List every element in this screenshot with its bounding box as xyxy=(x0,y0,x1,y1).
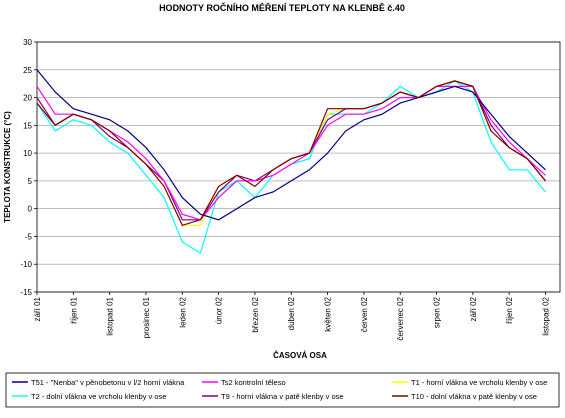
y-tick-label: 30 xyxy=(23,38,32,47)
x-tick-label: září 01 xyxy=(33,296,42,321)
y-axis-label: TEPLOTA KONSTRUKCE (°C) xyxy=(3,111,12,223)
y-tick-label: 10 xyxy=(23,149,32,158)
legend-label: T10 - dolní vlákna v patě klenby v ose xyxy=(411,392,537,401)
x-tick-label: březen 02 xyxy=(251,296,260,332)
x-tick-label: duben 02 xyxy=(287,296,296,330)
x-tick-label: říjen 01 xyxy=(69,296,78,323)
legend-label: T51 - "Nenba" v pěnobetonu v l/2 horní v… xyxy=(31,378,185,387)
x-tick-label: srpen 02 xyxy=(433,296,442,328)
plot-border xyxy=(36,41,561,293)
series-line xyxy=(36,85,546,221)
legend-label: T1 - horní vlákna ve vrcholu klenby v os… xyxy=(411,378,547,387)
x-tick-label: únor 02 xyxy=(215,296,224,324)
y-tick-label: -5 xyxy=(25,232,33,241)
x-tick-label: leden 02 xyxy=(178,296,187,327)
y-tick-label: 0 xyxy=(28,205,33,214)
y-tick-label: 5 xyxy=(28,177,33,186)
legend-label: T2 - dolní vlákna ve vrcholu klenby v os… xyxy=(31,392,166,401)
x-axis-label: ČASOVÁ OSA xyxy=(273,351,327,360)
legend-label: T9 - horní vlákna v patě klenby v ose xyxy=(221,392,344,401)
chart-title: HODNOTY ROČNÍHO MĚŘENÍ TEPLOTY NA KLENBĚ… xyxy=(159,2,405,13)
x-tick-label: říjen 02 xyxy=(505,296,514,323)
x-tick-label: červenec 02 xyxy=(396,296,405,340)
series-line xyxy=(36,80,546,227)
y-tick-label: -15 xyxy=(20,288,32,297)
x-tick-label: listopad 01 xyxy=(106,296,115,335)
legend-label: Ts2 kontrolní těleso xyxy=(221,378,286,387)
x-tick-label: září 02 xyxy=(469,296,478,321)
y-tick-label: 15 xyxy=(23,121,32,130)
legend-box xyxy=(5,372,560,408)
x-tick-label: prosinec 01 xyxy=(142,296,151,338)
y-tick-label: -10 xyxy=(20,260,32,269)
x-tick-label: listopad 02 xyxy=(541,296,550,335)
series-line xyxy=(36,69,546,221)
x-tick-label: květen 02 xyxy=(324,296,333,331)
x-tick-label: červen 02 xyxy=(360,296,369,332)
y-tick-label: 20 xyxy=(23,94,32,103)
y-tick-label: 25 xyxy=(23,66,32,75)
